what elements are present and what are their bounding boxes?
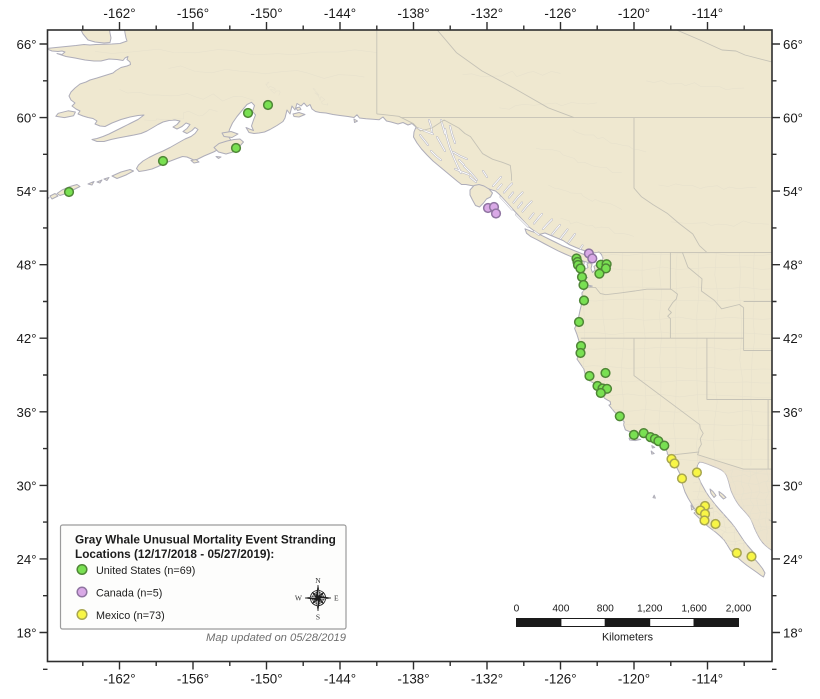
svg-text:24°: 24° bbox=[783, 552, 803, 567]
svg-text:-126°: -126° bbox=[544, 672, 576, 687]
svg-text:48°: 48° bbox=[783, 258, 803, 273]
svg-text:-138°: -138° bbox=[397, 672, 429, 687]
svg-text:-156°: -156° bbox=[177, 6, 209, 21]
svg-text:E: E bbox=[334, 594, 339, 603]
svg-text:-144°: -144° bbox=[324, 6, 356, 21]
svg-text:18°: 18° bbox=[17, 626, 37, 641]
svg-text:66°: 66° bbox=[783, 37, 803, 52]
svg-text:United States (n=69): United States (n=69) bbox=[96, 565, 195, 577]
svg-text:-126°: -126° bbox=[544, 6, 576, 21]
svg-text:400: 400 bbox=[552, 604, 569, 615]
svg-text:36°: 36° bbox=[17, 405, 37, 420]
svg-text:-156°: -156° bbox=[177, 672, 209, 687]
svg-text:Locations (12/17/2018 - 05/27/: Locations (12/17/2018 - 05/27/2019): bbox=[75, 547, 274, 561]
svg-text:48°: 48° bbox=[17, 258, 37, 273]
svg-text:2,000: 2,000 bbox=[726, 604, 752, 615]
svg-text:36°: 36° bbox=[783, 405, 803, 420]
svg-text:-120°: -120° bbox=[618, 672, 650, 687]
svg-text:54°: 54° bbox=[783, 184, 803, 199]
svg-text:-132°: -132° bbox=[471, 6, 503, 21]
svg-text:66°: 66° bbox=[17, 37, 37, 52]
svg-text:-150°: -150° bbox=[250, 6, 282, 21]
svg-text:Kilometers: Kilometers bbox=[602, 632, 654, 644]
svg-text:1,600: 1,600 bbox=[681, 604, 707, 615]
svg-text:800: 800 bbox=[597, 604, 614, 615]
svg-text:-114°: -114° bbox=[692, 6, 723, 21]
svg-text:-120°: -120° bbox=[618, 6, 650, 21]
svg-text:-114°: -114° bbox=[692, 672, 723, 687]
svg-text:24°: 24° bbox=[17, 552, 37, 567]
svg-text:Mexico (n=73): Mexico (n=73) bbox=[96, 610, 165, 622]
svg-text:-132°: -132° bbox=[471, 672, 503, 687]
svg-text:S: S bbox=[316, 613, 320, 622]
svg-text:Gray Whale Unusual Mortality E: Gray Whale Unusual Mortality Event Stran… bbox=[75, 533, 336, 547]
svg-text:30°: 30° bbox=[17, 478, 37, 493]
svg-text:-162°: -162° bbox=[103, 6, 135, 21]
svg-text:18°: 18° bbox=[783, 626, 803, 641]
svg-text:Canada (n=5): Canada (n=5) bbox=[96, 588, 162, 600]
svg-text:-150°: -150° bbox=[250, 672, 282, 687]
svg-text:-162°: -162° bbox=[103, 672, 135, 687]
svg-text:60°: 60° bbox=[17, 111, 37, 126]
svg-text:1,200: 1,200 bbox=[637, 604, 663, 615]
svg-text:-144°: -144° bbox=[324, 672, 356, 687]
svg-text:N: N bbox=[315, 576, 321, 585]
svg-text:42°: 42° bbox=[17, 331, 37, 346]
svg-text:Map updated on 05/28/2019: Map updated on 05/28/2019 bbox=[206, 632, 346, 644]
svg-text:54°: 54° bbox=[17, 184, 37, 199]
svg-text:42°: 42° bbox=[783, 331, 803, 346]
svg-text:-138°: -138° bbox=[397, 6, 429, 21]
svg-text:30°: 30° bbox=[783, 478, 803, 493]
svg-text:60°: 60° bbox=[783, 111, 803, 126]
svg-text:0: 0 bbox=[514, 604, 520, 615]
svg-text:W: W bbox=[295, 594, 303, 603]
